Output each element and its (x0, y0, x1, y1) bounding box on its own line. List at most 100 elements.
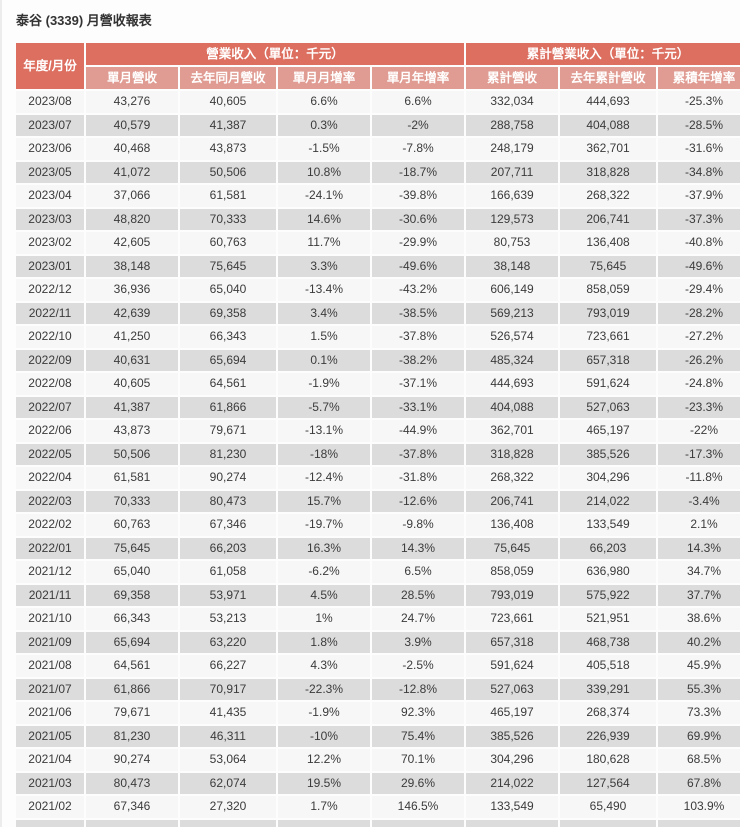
table-cell: 4.5% (278, 584, 370, 606)
year-month-cell: 2023/06 (16, 138, 84, 160)
table-cell: 43,873 (180, 138, 276, 160)
table-cell: -13.4% (278, 279, 370, 301)
table-cell: 38,148 (86, 255, 178, 277)
table-cell: 444,693 (466, 373, 559, 395)
table-cell: 63,220 (180, 631, 276, 653)
table-cell: 214,022 (466, 772, 559, 794)
column-header: 去年同月營收 (180, 67, 276, 89)
table-cell (560, 819, 657, 827)
table-cell: -43.2% (372, 279, 465, 301)
table-cell: 136,408 (560, 232, 657, 254)
table-cell: -26.2% (658, 349, 740, 371)
table-cell: 0.1% (278, 349, 370, 371)
table-cell: 64,561 (86, 655, 178, 677)
table-cell: 332,034 (466, 91, 559, 113)
table-cell (86, 819, 178, 827)
table-cell: -22.3% (278, 678, 370, 700)
table-cell: -37.9% (658, 185, 740, 207)
table-cell: 66,343 (86, 608, 178, 630)
table-cell: 318,828 (466, 443, 559, 465)
table-cell: 136,408 (466, 514, 559, 536)
table-cell: 521,951 (560, 608, 657, 630)
table-cell: 40,579 (86, 114, 178, 136)
table-cell: 69,358 (180, 302, 276, 324)
table-cell: 636,980 (560, 561, 657, 583)
table-cell: 1.7% (278, 796, 370, 818)
table-row: 2022/12 36,936 65,040 -13.4% -43.2% 606,149 85… (16, 279, 740, 301)
column-header: 去年累計營收 (560, 67, 657, 89)
table-cell: 591,624 (466, 655, 559, 677)
table-row: 2022/10 41,250 66,343 1.5% -37.8% 526,574 723,… (16, 326, 740, 348)
table-cell: 14.3% (658, 537, 740, 559)
table-cell: 48,820 (86, 208, 178, 230)
table-cell: 28.5% (372, 584, 465, 606)
year-month-cell: 2022/04 (16, 467, 84, 489)
table-cell: 1.5% (278, 326, 370, 348)
table-cell: -7.8% (372, 138, 465, 160)
year-month-cell: 2022/12 (16, 279, 84, 301)
table-cell: 42,639 (86, 302, 178, 324)
table-cell: 133,549 (560, 514, 657, 536)
table-cell: 34.7% (658, 561, 740, 583)
table-cell: 723,661 (560, 326, 657, 348)
table-cell: 569,213 (466, 302, 559, 324)
table-cell: -37.8% (372, 443, 465, 465)
table-cell: 527,063 (466, 678, 559, 700)
table-cell: 42,605 (86, 232, 178, 254)
table-row: 2023/01 38,148 75,645 3.3% -49.6% 38,148 75,64… (16, 255, 740, 277)
table-cell: 3.3% (278, 255, 370, 277)
year-month-cell: 2022/03 (16, 490, 84, 512)
table-cell: 37.7% (658, 584, 740, 606)
table-cell: -38.2% (372, 349, 465, 371)
table-cell (16, 819, 84, 827)
table-cell: 385,526 (560, 443, 657, 465)
table-cell: 65,694 (180, 349, 276, 371)
table-cell: 40,605 (180, 91, 276, 113)
table-cell: -23.3% (658, 396, 740, 418)
column-header: 單月月增率 (278, 67, 370, 89)
table-cell: 66,203 (560, 537, 657, 559)
table-cell: 27,320 (180, 796, 276, 818)
table-cell: 214,022 (560, 490, 657, 512)
table-cell: 14.6% (278, 208, 370, 230)
table-cell: 81,230 (180, 443, 276, 465)
table-cell: 6.5% (372, 561, 465, 583)
table-row: 2021/08 64,561 66,227 4.3% -2.5% 591,624 405,5… (16, 655, 740, 677)
table-row: 2021/12 65,040 61,058 -6.2% 6.5% 858,059 636,9… (16, 561, 740, 583)
table-cell: 339,291 (560, 678, 657, 700)
table-cell: -29.4% (658, 279, 740, 301)
table-cell: 575,922 (560, 584, 657, 606)
table-cell: -40.8% (658, 232, 740, 254)
table-cell: 268,322 (466, 467, 559, 489)
table-cell: 0.3% (278, 114, 370, 136)
table-row: 2023/08 43,276 40,605 6.6% 6.6% 332,034 444,69… (16, 91, 740, 113)
table-cell: 16.3% (278, 537, 370, 559)
table-cell: 41,250 (86, 326, 178, 348)
table-cell: -24.8% (658, 373, 740, 395)
group-header-cumulative-revenue: 累計營業收入（單位：千元） (466, 43, 740, 65)
table-cell: 80,473 (86, 772, 178, 794)
table-cell: 657,318 (560, 349, 657, 371)
table-cell: 288,758 (466, 114, 559, 136)
table-cell: -5.7% (278, 396, 370, 418)
table-cell: 723,661 (466, 608, 559, 630)
table-cell: 37,066 (86, 185, 178, 207)
table-cell: 79,671 (180, 420, 276, 442)
table-row: 2021/11 69,358 53,971 4.5% 28.5% 793,019 575,9… (16, 584, 740, 606)
table-row: 2021/09 65,694 63,220 1.8% 3.9% 657,318 468,73… (16, 631, 740, 653)
table-cell: 793,019 (560, 302, 657, 324)
table-cell: 60,763 (180, 232, 276, 254)
table-cell: -28.5% (658, 114, 740, 136)
table-row: 2021/03 80,473 62,074 19.5% 29.6% 214,022 127,… (16, 772, 740, 794)
table-cell: 62,074 (180, 772, 276, 794)
table-cell: -37.3% (658, 208, 740, 230)
table-cell: 41,387 (180, 114, 276, 136)
table-cell: 2.1% (658, 514, 740, 536)
table-cell: -39.8% (372, 185, 465, 207)
year-month-cell: 2021/08 (16, 655, 84, 677)
table-cell: 485,324 (466, 349, 559, 371)
table-row: 2022/04 61,581 90,274 -12.4% -31.8% 268,322 30… (16, 467, 740, 489)
table-cell: 362,701 (466, 420, 559, 442)
year-month-cell: 2022/05 (16, 443, 84, 465)
table-cell: 81,230 (86, 725, 178, 747)
